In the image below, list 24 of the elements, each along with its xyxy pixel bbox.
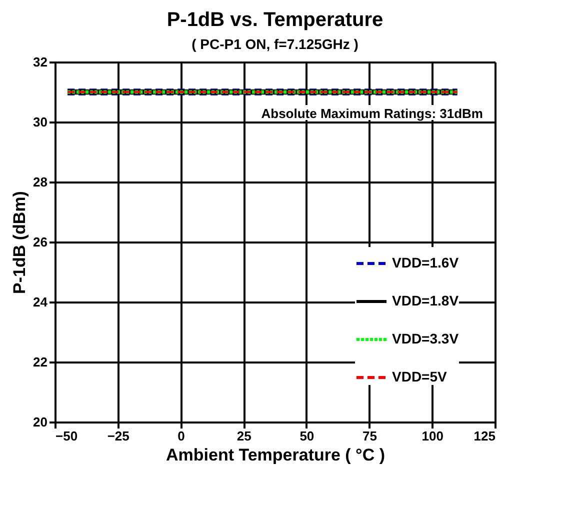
y-tick-label: 32 (33, 54, 48, 70)
x-tick-label: 75 (362, 428, 378, 444)
legend-label: VDD=5V (392, 368, 448, 384)
y-tick-label: 28 (33, 174, 48, 190)
x-axis-title: Ambient Temperature ( °C ) (166, 446, 386, 464)
legend-label: VDD=1.8V (392, 292, 460, 308)
y-tick-label: 24 (33, 294, 48, 310)
annotation: Absolute Maximum Ratings: 31dBm (261, 106, 483, 121)
chart-title: P-1dB vs. Temperature (166, 9, 384, 31)
y-axis-title: P-1dB (dBm) (10, 191, 30, 294)
x-tick-label: 25 (236, 428, 252, 444)
x-tick-label: 125 (474, 428, 496, 444)
y-tick-label: 26 (33, 234, 48, 250)
y-tick-label: 30 (33, 114, 48, 130)
x-tick-label: 0 (178, 428, 185, 444)
x-tick-label: −25 (107, 428, 130, 444)
y-tick-label: 22 (33, 354, 48, 370)
x-tick-label: 100 (422, 428, 444, 444)
chart-subtitle: ( PC-P1 ON, f=7.125GHz ) (192, 36, 358, 52)
x-tick-label: −50 (56, 428, 78, 444)
x-tick-label: 50 (300, 428, 314, 444)
legend-label: VDD=3.3V (392, 330, 460, 346)
legend-label: VDD=1.6V (392, 254, 460, 270)
y-tick-label: 20 (33, 414, 48, 430)
